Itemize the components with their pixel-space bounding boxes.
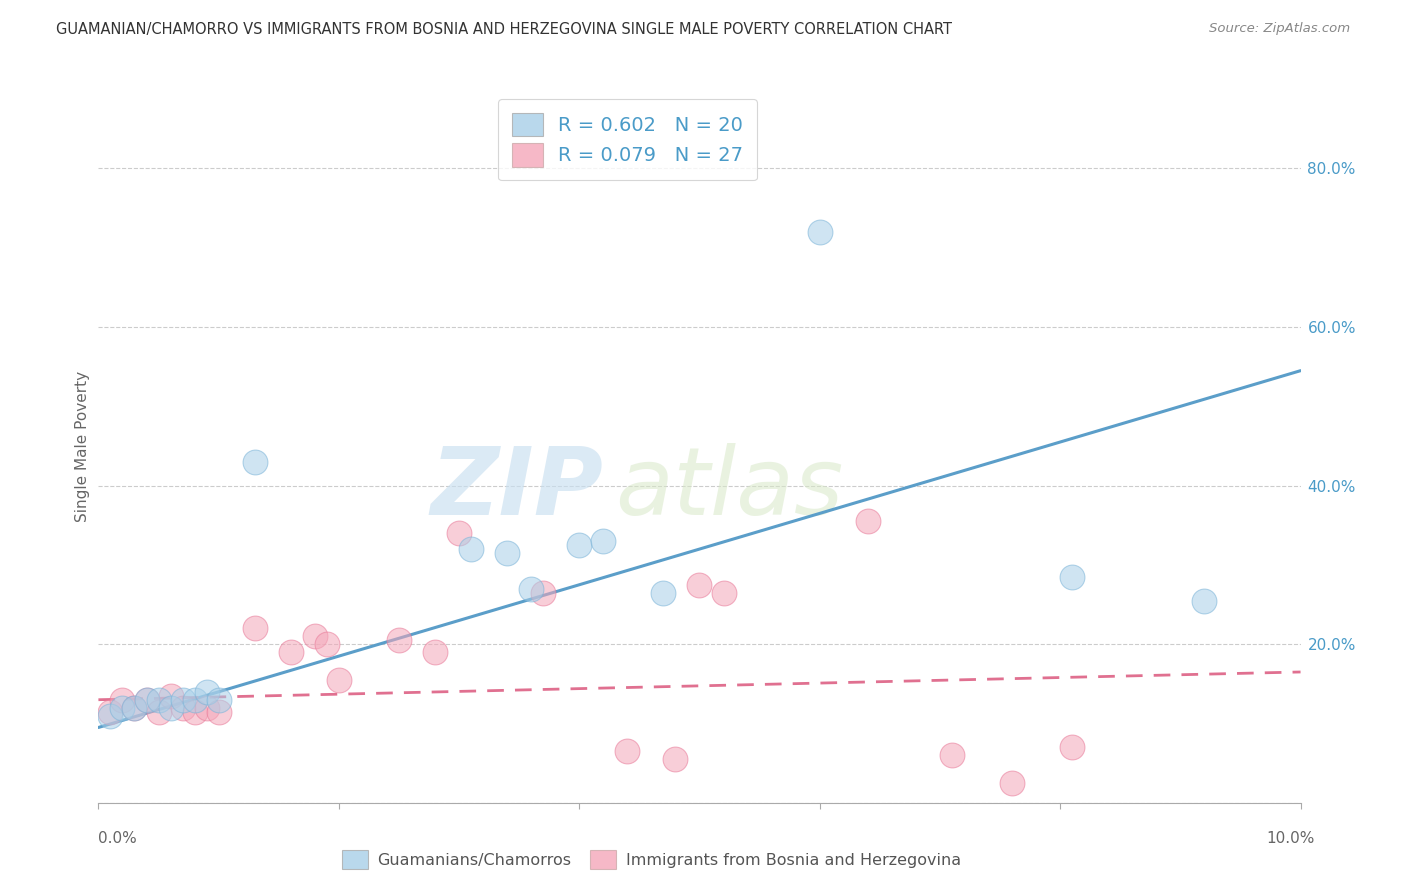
Point (124, 700, 146, 714)
Point (159, 689, 181, 703)
Point (1001, 776, 1024, 790)
Point (195, 685, 218, 699)
Point (616, 744, 638, 758)
Point (1062, 740, 1084, 755)
Point (1194, 593, 1216, 607)
Y-axis label: Single Male Poverty: Single Male Poverty (75, 370, 90, 522)
Point (111, 700, 134, 714)
Point (135, 692, 157, 706)
Text: Source: ZipAtlas.com: Source: ZipAtlas.com (1209, 22, 1350, 36)
Point (496, 546, 519, 560)
Point (328, 673, 350, 687)
Text: 10.0%: 10.0% (1267, 831, 1315, 846)
Text: atlas: atlas (616, 443, 844, 534)
Point (664, 752, 686, 766)
Text: GUAMANIAN/CHAMORRO VS IMMIGRANTS FROM BOSNIA AND HERZEGOVINA SINGLE MALE POVERTY: GUAMANIAN/CHAMORRO VS IMMIGRANTS FROM BO… (56, 22, 952, 37)
Text: 0.0%: 0.0% (98, 831, 138, 846)
Point (531, 585, 554, 599)
Point (808, 225, 831, 239)
Point (304, 629, 326, 643)
Point (713, 585, 735, 599)
Point (172, 692, 194, 706)
Point (243, 621, 266, 635)
Point (172, 700, 194, 714)
Legend: Guamanians/Chamorros, Immigrants from Bosnia and Herzegovina: Guamanians/Chamorros, Immigrants from Bo… (335, 842, 969, 877)
Point (135, 692, 157, 706)
Point (592, 534, 614, 549)
Point (195, 700, 218, 714)
Point (159, 700, 181, 714)
Point (1062, 570, 1084, 584)
Point (208, 705, 231, 719)
Point (100, 708, 122, 723)
Point (183, 692, 205, 706)
Point (243, 455, 266, 469)
Point (447, 526, 470, 541)
Point (280, 645, 302, 659)
Point (856, 514, 879, 528)
Point (388, 633, 411, 648)
Point (652, 585, 675, 599)
Point (148, 705, 170, 719)
Point (941, 748, 963, 763)
Point (520, 582, 543, 596)
Point (315, 637, 337, 651)
Point (124, 700, 146, 714)
Point (111, 692, 134, 706)
Point (208, 692, 231, 706)
Point (100, 705, 122, 719)
Point (689, 578, 711, 592)
Point (183, 705, 205, 719)
Point (423, 645, 446, 659)
Text: ZIP: ZIP (430, 442, 603, 535)
Point (460, 542, 482, 557)
Point (148, 692, 170, 706)
Point (568, 538, 591, 552)
